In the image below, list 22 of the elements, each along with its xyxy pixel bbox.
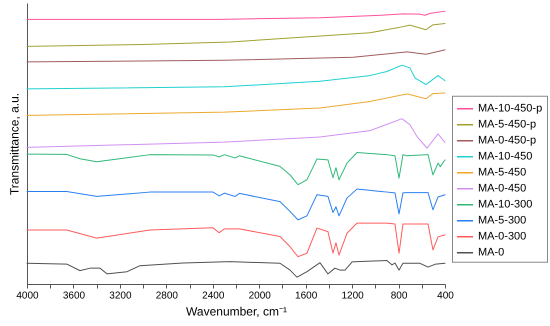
x-tick-label: 2000 (248, 290, 272, 302)
legend-label: MA-0 (478, 246, 504, 259)
x-tick-label: 1200 (341, 290, 364, 302)
legend-label: MA-5-450 (478, 166, 526, 179)
x-tick-label: 1600 (295, 290, 318, 302)
legend-label: MA-0-450-p (478, 134, 536, 147)
x-tick-label: 800 (390, 290, 408, 302)
x-tick-label: 4000 (16, 290, 40, 302)
x-axis-title: Wavenumber, cm⁻¹ (186, 304, 287, 318)
legend-label: MA-5-300 (478, 214, 526, 227)
legend-label: MA-10-450-p (478, 102, 542, 115)
legend-label: MA-10-300 (478, 198, 532, 211)
x-tick-label: 2400 (202, 290, 225, 302)
x-tick-label: 400 (437, 290, 454, 302)
x-tick-label: 3600 (62, 290, 86, 302)
legend-label: MA-0-300 (478, 230, 526, 243)
y-axis-title: Transmittance, a.u. (8, 92, 22, 196)
x-tick-label: 2800 (156, 290, 178, 302)
legend-label: MA-5-450-p (478, 118, 536, 131)
legend-label: MA-0-450 (478, 182, 526, 195)
legend-label: MA-10-450 (478, 150, 532, 163)
x-tick-label: 3200 (109, 290, 132, 302)
